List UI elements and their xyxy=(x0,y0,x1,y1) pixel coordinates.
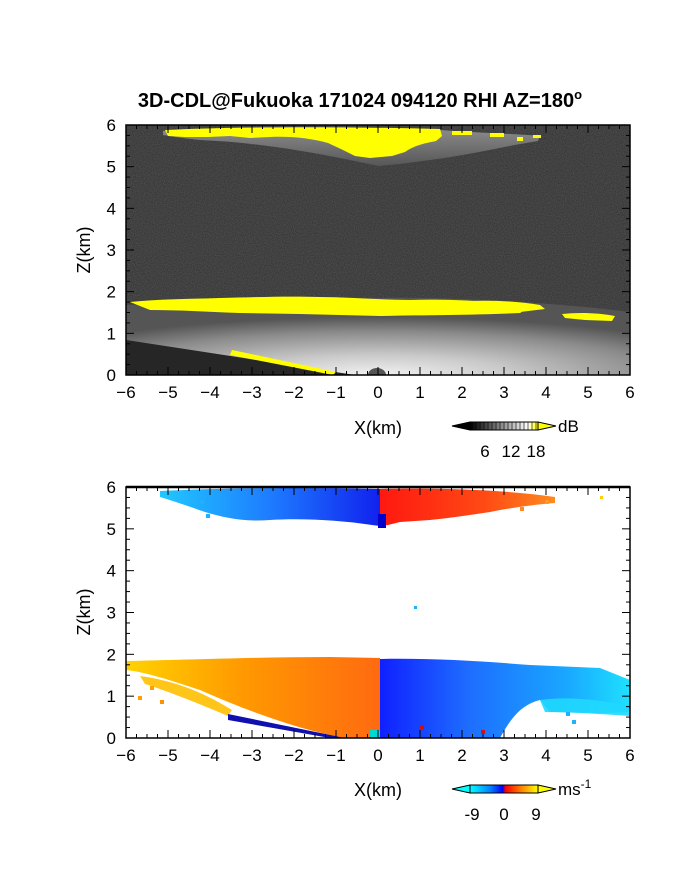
velocity-colorbar: ms-1 -9 0 9 xyxy=(451,777,592,824)
velocity-axis-ticks xyxy=(125,486,631,739)
velocity-x-tick-label: 1 xyxy=(415,746,424,765)
velocity-y-tick-label: 1 xyxy=(107,687,116,706)
reflectivity-x-tick-label: −5 xyxy=(158,383,177,402)
velocity-x-tick-label: 5 xyxy=(583,746,592,765)
reflectivity-x-tick-label: 3 xyxy=(499,383,508,402)
reflectivity-y-tick-label: 3 xyxy=(107,241,116,260)
velocity-x-tick-label: 0 xyxy=(373,746,382,765)
velocity-x-tick-label: 4 xyxy=(541,746,550,765)
reflectivity-colorbar-tick: 18 xyxy=(527,442,546,461)
reflectivity-y-tick-label: 1 xyxy=(107,324,116,343)
velocity-colorbar-tick: 9 xyxy=(531,805,540,824)
velocity-x-tick-label: −3 xyxy=(242,746,261,765)
reflectivity-x-tick-label: −6 xyxy=(116,383,135,402)
reflectivity-y-tick-label: 5 xyxy=(107,158,116,177)
reflectivity-cloud-returns xyxy=(130,127,615,375)
reflectivity-ylabel: Z(km) xyxy=(74,227,94,274)
reflectivity-colorbar-unit: dB xyxy=(558,417,579,436)
reflectivity-colorbar-tick: 12 xyxy=(502,442,521,461)
reflectivity-x-tick-label: 0 xyxy=(373,383,382,402)
velocity-y-tick-labels: 0 1 2 3 4 5 6 xyxy=(107,478,116,748)
reflectivity-x-tick-label: −4 xyxy=(200,383,219,402)
reflectivity-x-tick-label: 2 xyxy=(457,383,466,402)
reflectivity-y-tick-label: 0 xyxy=(107,366,116,385)
figure-title: 3D-CDL@Fukuoka 171024 094120 RHI AZ=180o xyxy=(138,87,582,112)
reflectivity-x-tick-label: 4 xyxy=(541,383,550,402)
reflectivity-y-tick-label: 6 xyxy=(107,116,116,135)
velocity-x-tick-labels: −6 −5 −4 −3 −2 −1 0 1 2 3 4 5 6 xyxy=(116,746,634,765)
reflectivity-x-tick-labels: −6 −5 −4 −3 −2 −1 0 1 2 3 4 5 6 xyxy=(116,383,634,402)
reflectivity-x-tick-label: 5 xyxy=(583,383,592,402)
velocity-y-tick-label: 4 xyxy=(107,562,116,581)
velocity-y-tick-label: 3 xyxy=(107,604,116,623)
velocity-x-tick-label: −4 xyxy=(200,746,219,765)
reflectivity-xlabel: X(km) xyxy=(354,418,402,438)
reflectivity-x-tick-label: −1 xyxy=(326,383,345,402)
velocity-speckles xyxy=(138,496,603,734)
reflectivity-colorbar-tick: 6 xyxy=(480,442,489,461)
reflectivity-x-tick-label: 6 xyxy=(625,383,634,402)
reflectivity-y-tick-labels: 0 1 2 3 4 5 6 xyxy=(107,116,116,385)
velocity-colorbar-tick: -9 xyxy=(464,805,479,824)
velocity-y-tick-label: 5 xyxy=(107,520,116,539)
velocity-x-tick-label: 2 xyxy=(457,746,466,765)
velocity-x-tick-label: −5 xyxy=(158,746,177,765)
reflectivity-axis-ticks xyxy=(125,124,631,376)
reflectivity-y-tick-label: 2 xyxy=(107,283,116,302)
reflectivity-image xyxy=(126,125,630,375)
velocity-image xyxy=(126,487,630,738)
velocity-x-tick-label: 3 xyxy=(499,746,508,765)
velocity-x-tick-label: −2 xyxy=(284,746,303,765)
reflectivity-colorbar: dB 6 12 18 xyxy=(451,417,579,461)
velocity-y-tick-label: 6 xyxy=(107,478,116,497)
velocity-x-tick-label: −6 xyxy=(116,746,135,765)
reflectivity-x-tick-label: 1 xyxy=(415,383,424,402)
reflectivity-y-tick-label: 4 xyxy=(107,199,116,218)
velocity-colorbar-tick: 0 xyxy=(499,805,508,824)
velocity-ylabel: Z(km) xyxy=(74,589,94,636)
velocity-xlabel: X(km) xyxy=(354,780,402,800)
velocity-x-tick-label: −1 xyxy=(326,746,345,765)
velocity-x-tick-label: 6 xyxy=(625,746,634,765)
velocity-y-tick-label: 0 xyxy=(107,729,116,748)
reflectivity-x-tick-label: −2 xyxy=(284,383,303,402)
velocity-colorbar-unit: ms-1 xyxy=(558,777,592,799)
reflectivity-x-tick-label: −3 xyxy=(242,383,261,402)
velocity-y-tick-label: 2 xyxy=(107,645,116,664)
